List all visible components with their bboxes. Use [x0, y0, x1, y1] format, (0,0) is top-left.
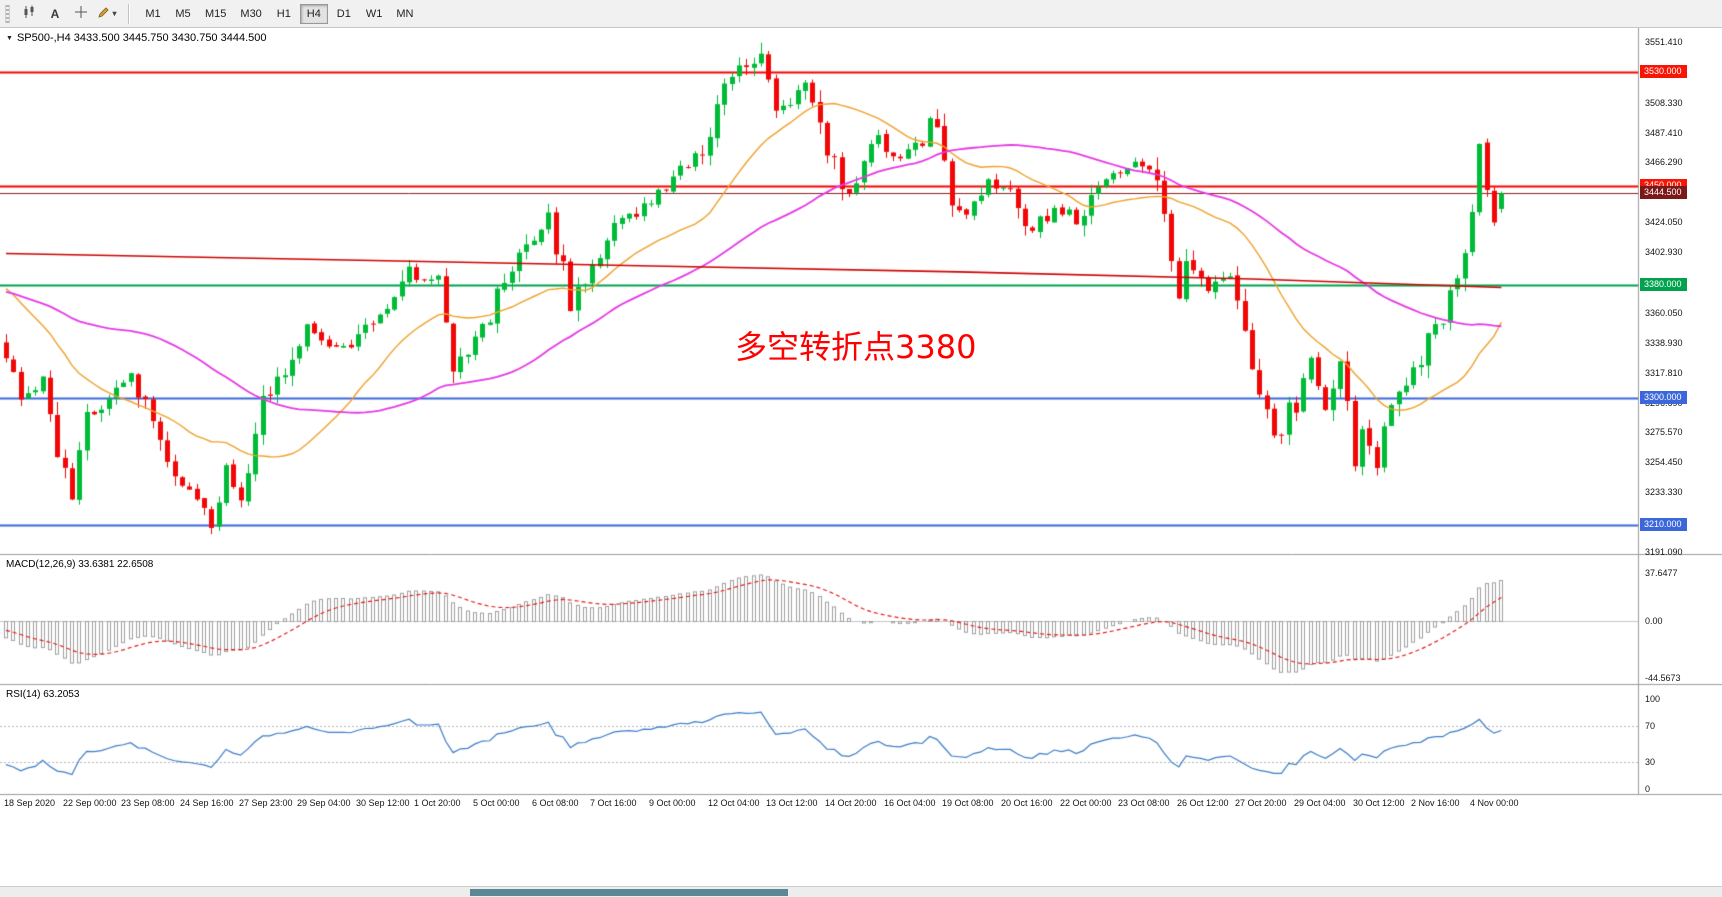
chart-canvas[interactable]: [0, 28, 1722, 886]
toolbar-separator: [128, 3, 129, 24]
timeframe-button-mn[interactable]: MN: [390, 4, 419, 24]
time-axis-label: 23 Sep 08:00: [121, 798, 175, 808]
macd-axis-label: -44.5673: [1645, 673, 1681, 683]
price-badge: 3444.500: [1640, 186, 1687, 199]
time-axis-label: 29 Oct 04:00: [1294, 798, 1346, 808]
time-axis-label: 16 Oct 04:00: [884, 798, 936, 808]
price-tick: 3254.450: [1645, 457, 1683, 467]
time-axis-label: 14 Oct 20:00: [825, 798, 877, 808]
time-axis-label: 18 Sep 2020: [4, 798, 56, 808]
time-axis-label: 29 Sep 04:00: [297, 798, 351, 808]
horizontal-scrollbar[interactable]: [0, 886, 1722, 897]
time-axis-label: 23 Oct 08:00: [1118, 798, 1170, 808]
rsi-axis-label: 70: [1645, 721, 1656, 731]
rsi-axis-label: 100: [1645, 694, 1661, 704]
price-tick: 3551.410: [1645, 37, 1683, 47]
timeframe-button-h4[interactable]: H4: [299, 3, 328, 24]
time-axis-label: 22 Oct 00:00: [1060, 798, 1112, 808]
price-tick: 3402.930: [1645, 247, 1683, 257]
symbol-ohlc-text: SP500-,H4 3433.500 3445.750 3430.750 344…: [16, 32, 267, 44]
price-tick: 3317.810: [1645, 368, 1683, 378]
chevron-down-icon: ▾: [112, 9, 117, 18]
time-axis-label: 12 Oct 04:00: [708, 798, 760, 808]
price-tick: 3275.570: [1645, 427, 1683, 437]
rsi-axis-label: 30: [1645, 757, 1656, 767]
timeframe-button-w1[interactable]: W1: [360, 4, 389, 24]
time-axis-label: 24 Sep 16:00: [180, 798, 234, 808]
price-tick: 3360.050: [1645, 308, 1683, 318]
price-tick: 3424.050: [1645, 217, 1683, 227]
candlestick-chart-icon: [22, 5, 36, 22]
price-tick: 3508.330: [1645, 98, 1683, 108]
time-axis-label: 20 Oct 16:00: [1001, 798, 1053, 808]
text-tool-label: A: [50, 6, 60, 21]
pencil-icon: [97, 6, 110, 22]
time-axis-label: 27 Sep 23:00: [239, 798, 293, 808]
toolbar-grip[interactable]: [5, 4, 10, 23]
macd-axis-label: 0.00: [1645, 616, 1663, 626]
price-tick: 3466.290: [1645, 157, 1683, 167]
timeframe-button-m5[interactable]: M5: [169, 4, 197, 24]
symbol-dropdown-icon[interactable]: ▼: [6, 35, 13, 42]
chart-annotation[interactable]: 多空转折点3380: [735, 328, 977, 366]
price-tick: 3191.090: [1645, 547, 1683, 557]
time-axis-label: 22 Sep 00:00: [63, 798, 117, 808]
rsi-axis-label: 0: [1645, 784, 1651, 794]
text-tool-button[interactable]: A: [43, 3, 67, 25]
toolbar: A ▾ M1 M5 M15 M30 H1 H4 D1 W1 MN: [0, 0, 1722, 28]
crosshair-icon: [74, 5, 88, 22]
price-tick: 3338.930: [1645, 338, 1683, 348]
time-axis-label: 30 Oct 12:00: [1353, 798, 1405, 808]
time-axis-label: 1 Oct 20:00: [414, 798, 461, 808]
timeframe-button-m1[interactable]: M1: [139, 4, 167, 24]
macd-axis-label: 37.6477: [1645, 568, 1678, 578]
price-badge: 3300.000: [1640, 391, 1687, 404]
time-axis-label: 19 Oct 08:00: [942, 798, 994, 808]
price-badge: 3380.000: [1640, 278, 1687, 291]
time-axis-label: 30 Sep 12:00: [356, 798, 410, 808]
price-badge: 3210.000: [1640, 518, 1687, 531]
crosshair-button[interactable]: [69, 3, 93, 25]
time-axis-label: 26 Oct 12:00: [1177, 798, 1229, 808]
time-axis-label: 27 Oct 20:00: [1235, 798, 1287, 808]
price-badge: 3530.000: [1640, 65, 1687, 78]
chart-type-button[interactable]: [17, 3, 41, 25]
timeframe-button-h1[interactable]: H1: [270, 4, 298, 24]
time-axis-label: 9 Oct 00:00: [649, 798, 696, 808]
timeframe-button-m15[interactable]: M15: [199, 4, 232, 24]
timeframe-group: M1 M5 M15 M30 H1 H4 D1 W1 MN: [138, 3, 420, 24]
time-axis-label: 7 Oct 16:00: [590, 798, 637, 808]
time-axis-label: 13 Oct 12:00: [766, 798, 818, 808]
rsi-indicator-label: RSI(14) 63.2053: [6, 689, 80, 700]
price-tick: 3233.330: [1645, 487, 1683, 497]
price-tick: 3487.410: [1645, 128, 1683, 138]
timeframe-button-d1[interactable]: D1: [330, 4, 358, 24]
time-axis-label: 4 Nov 00:00: [1470, 798, 1519, 808]
time-axis-label: 6 Oct 08:00: [532, 798, 579, 808]
draw-tool-button[interactable]: ▾: [95, 3, 119, 25]
symbol-ohlc-line: ▼ SP500-,H4 3433.500 3445.750 3430.750 34…: [6, 32, 267, 44]
macd-indicator-label: MACD(12,26,9) 33.6381 22.6508: [6, 559, 154, 570]
timeframe-button-m30[interactable]: M30: [234, 4, 267, 24]
scrollbar-thumb[interactable]: [470, 889, 788, 896]
time-axis-label: 5 Oct 00:00: [473, 798, 520, 808]
time-axis-label: 2 Nov 16:00: [1411, 798, 1460, 808]
